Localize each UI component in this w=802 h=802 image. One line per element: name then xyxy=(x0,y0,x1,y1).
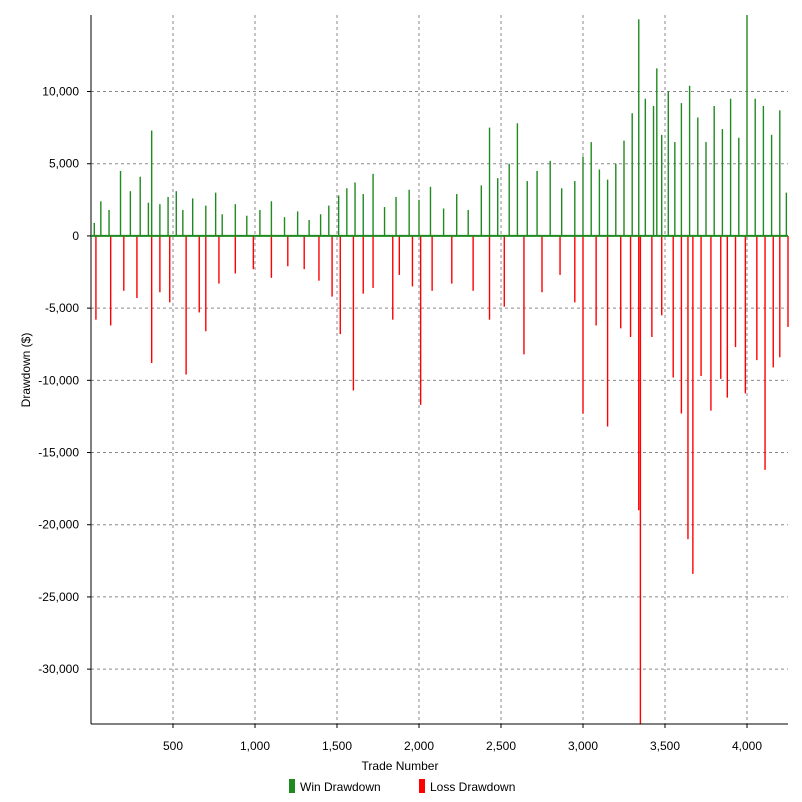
x-tick-label: 3,000 xyxy=(568,739,598,753)
legend-label-loss: Loss Drawdown xyxy=(430,780,515,794)
y-tick-label: 10,000 xyxy=(42,85,79,99)
y-axis-title: Drawdown ($) xyxy=(19,333,33,408)
y-tick-label: -30,000 xyxy=(38,662,79,676)
x-tick-label: 2,000 xyxy=(404,739,434,753)
tick-labels: 10,000 5,000 0 -5,000 -10,000 -15,000 -20,000 -… xyxy=(38,85,762,753)
y-tick-label: -5,000 xyxy=(45,301,79,315)
axes xyxy=(87,15,788,728)
y-tick-label: -20,000 xyxy=(38,518,79,532)
gridlines xyxy=(91,15,788,724)
loss-drawdown-series xyxy=(95,235,789,724)
y-tick-label: -15,000 xyxy=(38,446,79,460)
x-tick-label: 1,500 xyxy=(322,739,352,753)
x-tick-label: 2,500 xyxy=(486,739,516,753)
y-tick-label: 0 xyxy=(72,229,79,243)
legend: Win Drawdown Loss Drawdown xyxy=(289,779,515,794)
legend-label-win: Win Drawdown xyxy=(300,780,381,794)
x-tick-label: 1,000 xyxy=(240,739,270,753)
x-axis-title: Trade Number xyxy=(362,759,439,773)
y-tick-label: -25,000 xyxy=(38,590,79,604)
x-tick-label: 500 xyxy=(163,739,183,753)
legend-swatch-loss xyxy=(419,779,425,793)
legend-swatch-win xyxy=(289,779,295,793)
y-tick-label: -10,000 xyxy=(38,373,79,387)
y-tick-label: 5,000 xyxy=(49,157,79,171)
x-tick-label: 3,500 xyxy=(650,739,680,753)
win-drawdown-series xyxy=(93,15,788,236)
x-tick-label: 4,000 xyxy=(732,739,762,753)
